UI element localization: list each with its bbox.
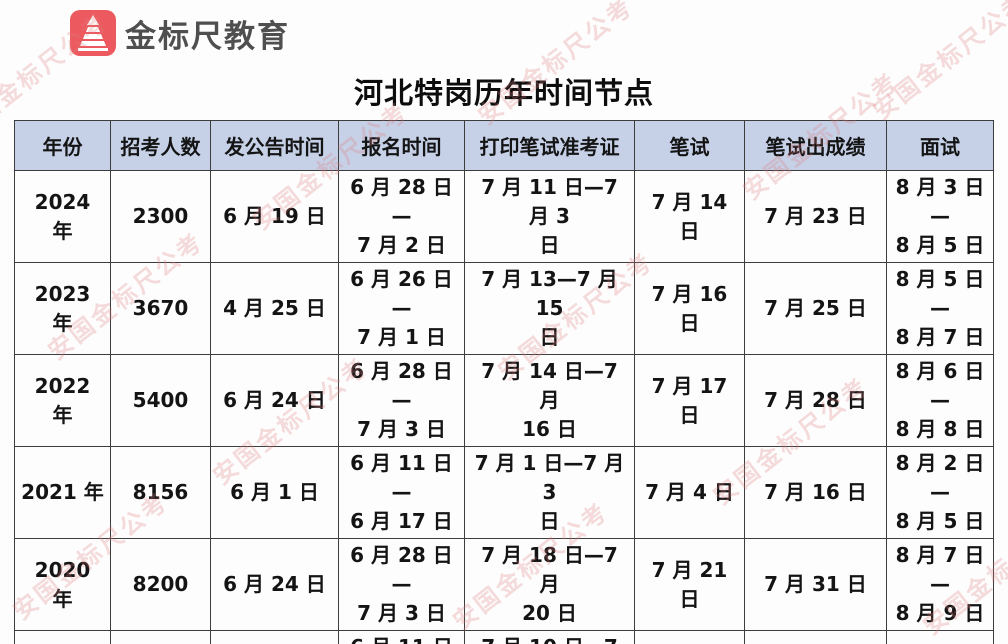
table-cell: 6 月 28 日— 7 月 3 日 (338, 354, 465, 447)
table-cell: 7 月 11 日—7 月 3 日 (464, 170, 635, 263)
year-cell: 2019 年 (14, 630, 111, 644)
table-cell: 7 月 25 日 (744, 630, 887, 644)
table-cell: 7 月 1 日—7 月 3 日 (464, 446, 635, 539)
table-header-row: 年份 招考人数 发公告时间 报名时间 打印笔试准考证 笔试 笔试出成绩 面试 (14, 120, 994, 171)
column-header-3: 发公告时间 (210, 120, 339, 171)
table-cell: 7 月 14 日 (634, 630, 745, 644)
table-cell: 8 月 2 日— 8 月 5 日 (886, 446, 994, 539)
table-cell: 6 月 5 日 (210, 630, 339, 644)
year-cell: 2023 年 (14, 262, 111, 355)
table-cell: 8156 (110, 446, 211, 539)
year-cell: 2020 年 (14, 538, 111, 631)
table-cell: 7 月 18 日—7 月 20 日 (464, 538, 635, 631)
table-cell: 6 月 24 日 (210, 354, 339, 447)
table-cell: 6 月 1 日 (210, 446, 339, 539)
table-cell: 7 月 10 日—7 月 13 日 (464, 630, 635, 644)
schedule-table-wrap: 年份 招考人数 发公告时间 报名时间 打印笔试准考证 笔试 笔试出成绩 面试 2024 年 23… (14, 120, 994, 644)
table-cell: 8 月 6 日— 8 月 8 日 (886, 354, 994, 447)
table-cell: 4 月 25 日 (210, 262, 339, 355)
table-header: 年份 招考人数 发公告时间 报名时间 打印笔试准考证 笔试 笔试出成绩 面试 (14, 120, 994, 171)
column-header-5: 打印笔试准考证 (464, 120, 635, 171)
table-cell: 7 月 14 日 (634, 170, 745, 263)
table-cell: 6 月 26 日— 7 月 1 日 (338, 262, 465, 355)
pagoda-logo-icon (70, 10, 116, 56)
table-cell: 7 月 21 日 (634, 538, 745, 631)
table-cell: 7 月 25 日 (744, 262, 887, 355)
table-cell: 7 月 4 日 (634, 446, 745, 539)
table-cell: 6 月 24 日 (210, 538, 339, 631)
column-header-6: 笔试 (634, 120, 745, 171)
table-cell: 7500 (110, 630, 211, 644)
column-header-1: 年份 (14, 120, 111, 171)
table-cell: 7 月 23 日 (744, 170, 887, 263)
table-cell: 6 月 28 日— 7 月 2 日 (338, 170, 465, 263)
table-cell: 8 月 3 日— 8 月 5 日 (886, 170, 994, 263)
table-cell: 3670 (110, 262, 211, 355)
table-cell: 2300 (110, 170, 211, 263)
table-cell: 7 月 14 日—7 月 16 日 (464, 354, 635, 447)
column-header-7: 笔试出成绩 (744, 120, 887, 171)
year-cell: 2022 年 (14, 354, 111, 447)
logo-text: 金标尺教育 (125, 18, 290, 55)
table-cell: 6 月 11 日— 6 月 17 日 (338, 446, 465, 539)
table-cell: 8200 (110, 538, 211, 631)
column-header-2: 招考人数 (110, 120, 211, 171)
schedule-table: 年份 招考人数 发公告时间 报名时间 打印笔试准考证 笔试 笔试出成绩 面试 2024 年 23… (14, 120, 994, 644)
table-cell: 6 月 19 日 (210, 170, 339, 263)
table-cell: 7 月 28 日 (744, 354, 887, 447)
table-cell: 7 月 31 日 (744, 538, 887, 631)
table-cell: 8 月 7 日— 8 月 9 日 (886, 538, 994, 631)
table-cell: 5400 (110, 354, 211, 447)
table-cell: 7 月 16 日 (744, 446, 887, 539)
page-title: 河北特岗历年时间节点 (353, 76, 654, 110)
table-row-6: 2019 年75006 月 5 日6 月 11 日— 6 月 23 日7 月 1… (14, 630, 994, 644)
table-cell: 6 月 11 日— 6 月 23 日 (338, 630, 465, 644)
logo: 金标尺教育 (70, 10, 290, 56)
year-cell: 2024 年 (14, 170, 111, 263)
table-cell: 6 月 28 日— 7 月 3 日 (338, 538, 465, 631)
column-header-4: 报名时间 (338, 120, 465, 171)
table-cell: 8 月 5 日— 8 月 7 日 (886, 262, 994, 355)
year-cell: 2021 年 (14, 446, 111, 539)
table-cell: 7 月 16 日 (634, 262, 745, 355)
table-cell: 7 月 13—7 月 15 日 (464, 262, 635, 355)
table-cell: 7 月 17 日 (634, 354, 745, 447)
table-cell (886, 630, 994, 644)
column-header-8: 面试 (886, 120, 994, 171)
